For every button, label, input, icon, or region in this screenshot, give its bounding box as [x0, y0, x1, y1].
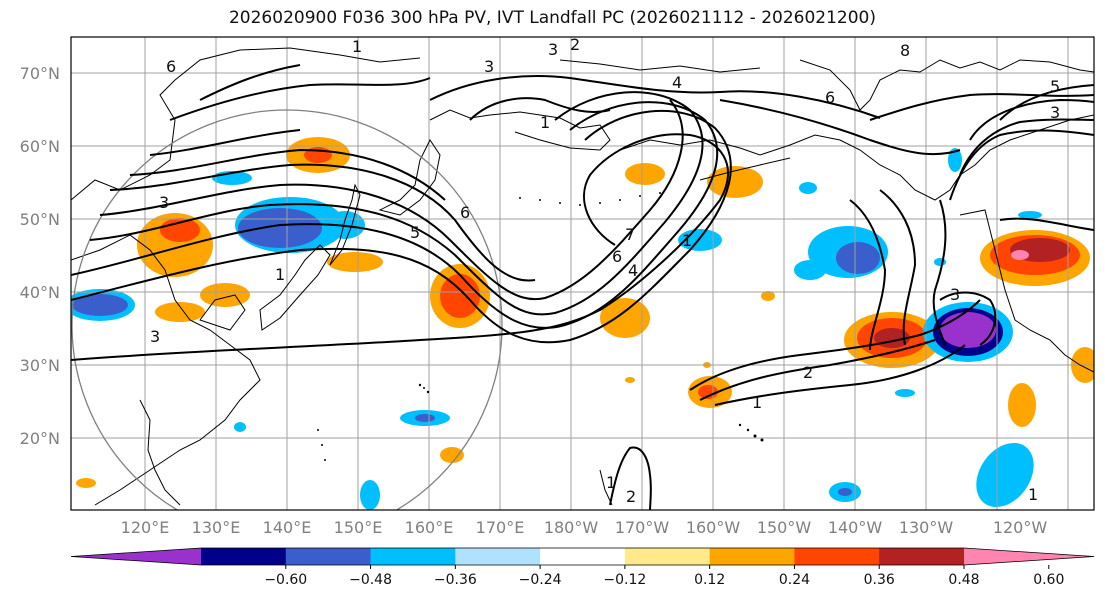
contour-label: 8 — [900, 41, 910, 60]
colorbar-segment — [455, 548, 541, 565]
lon-label: 120°E — [121, 518, 170, 537]
contour-label: 1 — [1028, 485, 1038, 504]
longitude-labels: 120°E 130°E 140°E 150°E 160°E 170°E 180°… — [121, 518, 1048, 537]
colorbar-tick-label: −0.24 — [519, 572, 562, 588]
latitude-labels: 70°N 60°N 50°N 40°N 30°N 20°N — [20, 64, 60, 448]
lon-label: 140°W — [828, 518, 883, 537]
contour-label: 2 — [803, 363, 813, 382]
lon-label: 130°E — [192, 518, 241, 537]
colorbar-extend-high — [964, 548, 1094, 565]
contour-label: 1 — [540, 113, 550, 132]
contour-label: 2 — [626, 487, 636, 506]
lat-label: 70°N — [20, 64, 60, 83]
graticule — [71, 37, 1094, 510]
colorbar-tick-label: 0.48 — [948, 572, 979, 588]
colorbar-tick-label: 0.36 — [864, 572, 895, 588]
islands — [317, 192, 764, 461]
lon-label: 160°W — [686, 518, 741, 537]
colorbar-segment — [879, 548, 965, 565]
lon-label: 160°E — [405, 518, 454, 537]
colorbar-tick-label: 0.60 — [1033, 572, 1064, 588]
colorbar-segment — [794, 548, 880, 565]
landfall-region-circle — [71, 109, 503, 510]
contour-label: 4 — [672, 73, 682, 92]
contour-label: 6 — [460, 203, 470, 222]
map-frame — [70, 36, 1095, 511]
colorbar-tick-label: 0.24 — [779, 572, 810, 588]
lat-label: 60°N — [20, 137, 60, 156]
contour-labels: 3 6 1 3 2 3 4 6 8 5 3 1 6 5 7 6 4 1 3 1 … — [150, 35, 1060, 506]
map-title: 2026020900 F036 300 hPa PV, IVT Landfall… — [228, 8, 876, 28]
contour-label: 5 — [1050, 77, 1060, 96]
contour-label: 3 — [159, 193, 169, 212]
colorbar-segment — [624, 548, 711, 565]
contour-label: 3 — [548, 40, 558, 59]
contour-label: 1 — [606, 473, 616, 492]
colorbar-segment — [370, 548, 456, 565]
lat-label: 50°N — [20, 210, 60, 229]
lat-label: 40°N — [20, 283, 60, 302]
colorbar-segment — [709, 548, 795, 565]
colorbar-segment — [201, 548, 287, 565]
contour-label: 1 — [275, 265, 285, 284]
contour-label: 6 — [166, 57, 176, 76]
contour-label: 3 — [484, 57, 494, 76]
lat-label: 30°N — [20, 356, 60, 375]
colorbar-segment — [540, 548, 626, 565]
lon-label: 120°W — [993, 518, 1048, 537]
contour-label: 1 — [682, 231, 692, 250]
lon-label: 170°W — [615, 518, 670, 537]
contour-label: 1 — [352, 37, 362, 56]
colorbar: −0.60 −0.48 −0.36 −0.24 −0.12 0.12 0.24 0.36 0.4… — [70, 547, 1095, 588]
contour-label: 2 — [570, 35, 580, 54]
colorbar-tick-label: −0.60 — [264, 572, 307, 588]
pv-contours — [71, 64, 1094, 510]
colorbar-extend-low — [71, 548, 201, 565]
contour-label: 7 — [625, 225, 635, 244]
lon-label: 150°W — [757, 518, 812, 537]
contour-label: 3 — [150, 327, 160, 346]
colorbar-segment — [285, 548, 372, 565]
lon-label: 180°W — [544, 518, 599, 537]
contour-label: 6 — [612, 247, 622, 266]
lon-label: 130°W — [899, 518, 954, 537]
colorbar-tick-label: 0.12 — [694, 572, 725, 588]
colorbar-tick-label: −0.12 — [603, 572, 646, 588]
contour-label: 5 — [410, 223, 420, 242]
contour-label: 1 — [752, 393, 762, 412]
lat-label: 20°N — [20, 429, 60, 448]
contour-label: 3 — [1050, 103, 1060, 122]
lon-label: 150°E — [334, 518, 383, 537]
contour-label: 6 — [825, 88, 835, 107]
lon-label: 170°E — [476, 518, 525, 537]
contour-label: 3 — [950, 285, 960, 304]
lon-label: 140°E — [263, 518, 312, 537]
contour-label: 4 — [628, 261, 638, 280]
coastlines — [71, 47, 1094, 506]
colorbar-tick-label: −0.36 — [434, 572, 477, 588]
colorbar-tick-label: −0.48 — [349, 572, 392, 588]
